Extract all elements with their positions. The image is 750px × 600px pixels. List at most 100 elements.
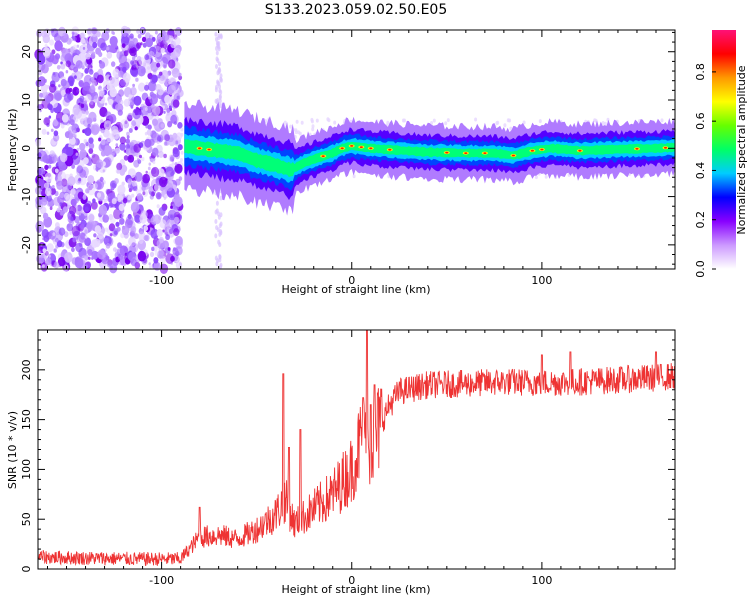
heatmap-noise-cell xyxy=(215,261,219,267)
heatmap-noise-cell xyxy=(219,89,223,95)
heatmap-noise-cell xyxy=(174,162,178,166)
heatmap-noise-cell xyxy=(152,93,157,99)
heatmap-noise-cell xyxy=(68,133,74,140)
heatmap-noise-cell xyxy=(62,206,68,213)
heatmap-hotspot xyxy=(663,146,668,149)
heatmap-noise-cell xyxy=(48,115,52,119)
heatmap-noise-cell xyxy=(37,54,46,65)
heatmap-noise-cell xyxy=(69,119,75,126)
heatmap-noise-cell xyxy=(168,59,176,69)
heatmap-noise-cell xyxy=(125,215,134,226)
heatmap-hotspot xyxy=(530,149,535,152)
heatmap-noise-cell xyxy=(89,86,95,94)
heatmap-noise-cell xyxy=(97,232,104,240)
heatmap-noise-cell xyxy=(158,236,164,243)
heatmap-noise-cell xyxy=(79,95,85,103)
heatmap-noise-cell xyxy=(154,52,163,63)
heatmap-noise-cell xyxy=(82,195,87,200)
heatmap-noise-cell xyxy=(156,62,161,68)
heatmap-noise-cell xyxy=(60,153,68,163)
heatmap-noise-cell xyxy=(85,188,90,194)
y-tick-label: 20 xyxy=(20,45,33,59)
heatmap-noise-cell xyxy=(99,61,106,69)
heatmap-noise-cell xyxy=(46,243,54,253)
heatmap-noise-cell xyxy=(215,64,218,69)
heatmap-noise-cell xyxy=(214,233,218,239)
heatmap-noise-cell xyxy=(89,100,94,105)
heatmap-hotspot xyxy=(340,147,344,150)
heatmap-noise-cell xyxy=(133,95,142,106)
heatmap-noise-cell xyxy=(142,191,146,196)
heatmap-noise-cell xyxy=(123,149,127,153)
y-tick-label: 50 xyxy=(20,512,33,526)
heatmap-hotspot xyxy=(321,155,325,158)
heatmap-noise-cell xyxy=(219,195,223,201)
heatmap-noise-cell xyxy=(508,118,512,123)
heatmap-noise-cell xyxy=(130,60,135,65)
heatmap-noise-cell xyxy=(51,28,59,38)
heatmap-noise-cell xyxy=(174,163,183,174)
heatmap-noise-cell xyxy=(53,133,60,142)
x-tick-label: 100 xyxy=(531,274,552,287)
heatmap-noise-cell xyxy=(50,187,56,195)
heatmap-noise-cell xyxy=(58,227,66,236)
heatmap-noise-cell xyxy=(217,33,221,39)
heatmap-noise-cell xyxy=(601,121,605,125)
heatmap-noise-cell xyxy=(49,83,57,93)
heatmap-noise-cell xyxy=(218,61,221,67)
heatmap-noise-cell xyxy=(53,130,59,137)
heatmap-noise-cell xyxy=(172,47,181,58)
heatmap-noise-cell xyxy=(114,230,118,235)
heatmap-noise-cell xyxy=(294,130,298,135)
heatmap-noise-cell xyxy=(159,74,165,81)
heatmap-noise-cell xyxy=(105,111,112,120)
heatmap-noise-cell xyxy=(180,132,184,137)
heatmap-noise-cell xyxy=(214,98,218,104)
heatmap-noise-cell xyxy=(109,263,118,274)
heatmap-noise-cell xyxy=(91,201,98,210)
heatmap-noise-cell xyxy=(121,55,127,62)
heatmap-noise-cell xyxy=(352,174,356,179)
heatmap-hotspot xyxy=(511,154,515,157)
heatmap-noise-cell xyxy=(165,182,173,192)
heatmap-noise-cell xyxy=(311,124,315,129)
heatmap-noise-cell xyxy=(84,229,88,234)
heatmap-noise-cell xyxy=(215,50,219,56)
heatmap-noise-cell xyxy=(61,114,69,123)
heatmap-noise-cell xyxy=(218,84,221,90)
heatmap-noise-cell xyxy=(120,79,126,87)
heatmap-noise-cell xyxy=(137,33,142,39)
heatmap-noise-cell xyxy=(215,36,218,42)
heatmap-noise-cell xyxy=(180,158,183,162)
heatmap-noise-cell xyxy=(60,78,67,87)
heatmap-noise-cell xyxy=(166,108,171,113)
heatmap-noise-cell xyxy=(167,209,177,221)
heatmap-noise-cell xyxy=(154,251,159,256)
heatmap-hotspot xyxy=(445,151,449,154)
heatmap-hotspot xyxy=(578,149,582,152)
x-tick-label: -100 xyxy=(149,274,174,287)
x-tick-label: 100 xyxy=(531,574,552,587)
heatmap-noise-cell xyxy=(130,226,137,234)
heatmap-noise-cell xyxy=(128,94,132,98)
heatmap-noise-cell xyxy=(127,195,132,201)
heatmap-noise-cell xyxy=(115,221,120,227)
heatmap-noise-cell xyxy=(114,178,119,184)
heatmap-noise-cell xyxy=(149,251,155,258)
heatmap-noise-cell xyxy=(165,253,174,264)
heatmap-noise-cell xyxy=(76,165,84,174)
heatmap-noise-cell xyxy=(163,133,170,142)
heatmap-noise-cell xyxy=(333,120,337,125)
heatmap-noise-cell xyxy=(72,88,79,96)
heatmap-noise-cell xyxy=(66,38,72,45)
heatmap-noise-cell xyxy=(45,95,52,104)
heatmap-noise-cell xyxy=(157,89,160,93)
heatmap-noise-cell xyxy=(54,40,63,52)
heatmap-noise-cell xyxy=(144,107,148,111)
heatmap-noise-cell xyxy=(52,232,56,237)
heatmap-noise-cell xyxy=(219,34,223,40)
heatmap-noise-cell xyxy=(87,256,91,260)
heatmap-noise-cell xyxy=(160,123,165,129)
x-tick-label: 0 xyxy=(348,574,355,587)
heatmap-noise-cell xyxy=(128,236,136,247)
